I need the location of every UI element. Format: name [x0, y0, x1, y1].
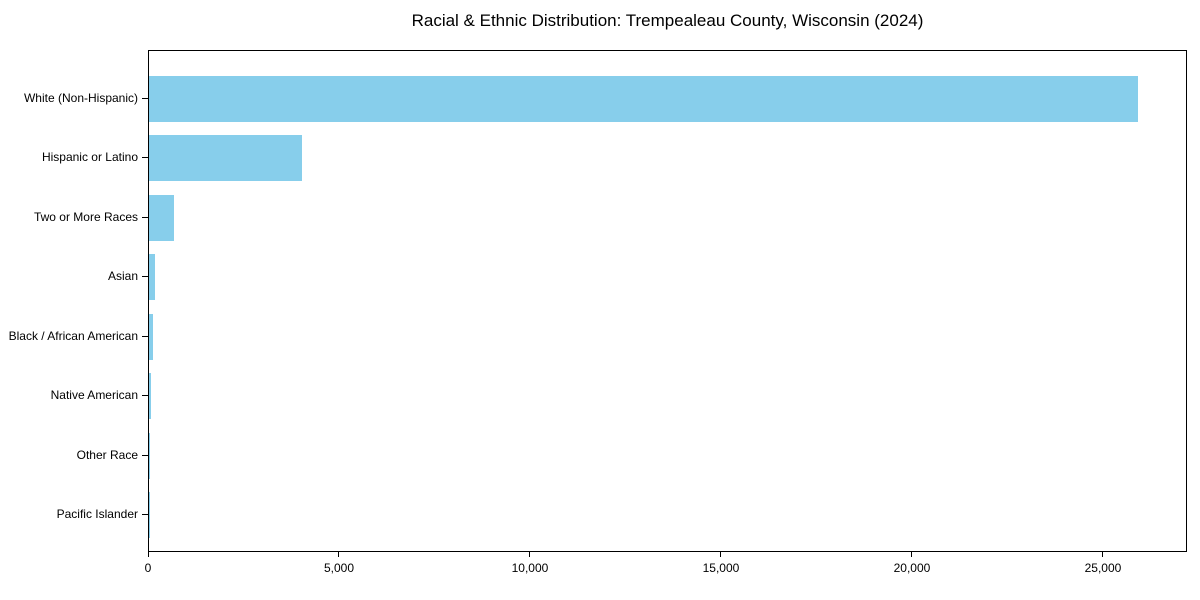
y-tick-label: Pacific Islander: [56, 507, 138, 521]
x-tick-mark: [720, 552, 722, 557]
x-tick-label: 5,000: [323, 561, 354, 575]
x-tick-mark: [529, 552, 531, 557]
bar: [149, 254, 156, 300]
y-tick-mark: [142, 216, 148, 218]
y-tick-mark: [142, 454, 148, 456]
y-tick-label: Two or More Races: [33, 209, 138, 224]
y-tick-label: Other Race: [76, 447, 138, 462]
bar: [149, 432, 150, 479]
x-tick-mark: [147, 552, 149, 557]
bar: [149, 75, 1139, 122]
y-tick-mark: [142, 97, 148, 99]
y-tick-mark: [142, 514, 148, 515]
y-tick-mark: [142, 335, 148, 337]
y-tick-label: Hispanic or Latino: [41, 150, 138, 164]
y-tick-mark: [142, 157, 148, 158]
bar: [149, 194, 174, 241]
bar: [149, 313, 154, 360]
y-tick-mark: [142, 276, 148, 277]
x-tick-label: 0: [144, 561, 152, 575]
chart-title: Racial & Ethnic Distribution: Trempealea…: [411, 11, 924, 30]
y-tick-label: White (Non-Hispanic): [23, 90, 138, 105]
x-tick-mark: [338, 552, 340, 557]
x-tick-label: 25,000: [1084, 561, 1122, 575]
y-tick-label: Asian: [107, 269, 138, 283]
x-tick-label: 15,000: [702, 561, 740, 575]
y-tick-label: Native American: [50, 388, 138, 402]
y-tick-mark: [142, 395, 148, 396]
x-tick-mark: [1102, 552, 1104, 557]
x-tick-mark: [911, 552, 913, 557]
y-tick-label: Black / African American: [8, 328, 138, 343]
x-tick-label: 10,000: [511, 561, 549, 575]
x-tick-label: 20,000: [893, 561, 931, 575]
bar: [149, 135, 302, 181]
bar: [149, 373, 151, 419]
plot-area: [148, 50, 1187, 552]
